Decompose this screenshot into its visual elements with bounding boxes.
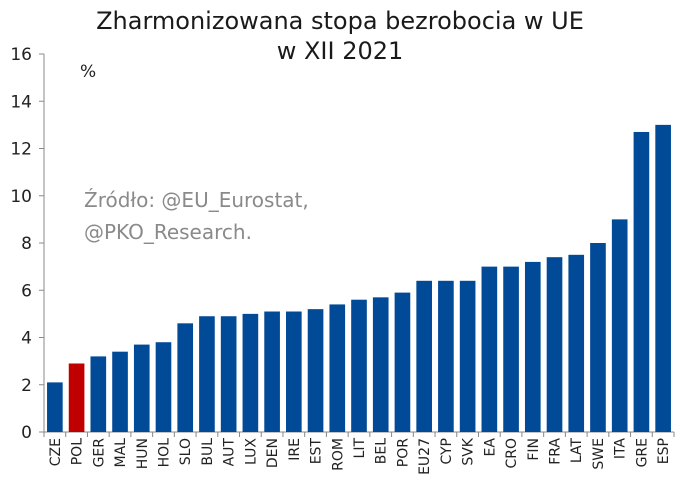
bar-cyp	[438, 280, 454, 432]
bar-bul	[199, 316, 215, 432]
unit-label: %	[80, 62, 97, 82]
x-tick-label: SVK	[461, 437, 477, 465]
bar-slo	[177, 323, 194, 432]
bar-lat	[568, 254, 585, 432]
x-tick-label: GER	[91, 438, 107, 468]
bar-pol	[68, 363, 85, 432]
bar-est	[307, 309, 324, 432]
bar-fra	[546, 257, 563, 432]
x-tick-label: IRE	[287, 438, 303, 461]
bar-aut	[220, 316, 237, 432]
x-tick-label: FIN	[526, 438, 542, 461]
bar-mal	[112, 351, 128, 432]
x-tick-label: LIT	[352, 438, 368, 459]
source-line-2: @PKO_Research.	[84, 220, 252, 244]
bar-por	[394, 292, 411, 432]
x-tick-label: SWE	[591, 438, 607, 470]
bar-den	[264, 311, 280, 432]
bar-hol	[155, 342, 172, 432]
y-tick-label: 2	[21, 376, 32, 396]
x-tick-label: BEL	[374, 438, 390, 464]
bar-swe	[590, 243, 606, 432]
x-tick-label: HOL	[156, 438, 172, 468]
x-tick-label: MAL	[113, 438, 129, 468]
bars	[47, 124, 671, 432]
bar-esp	[655, 124, 671, 432]
bar-cro	[503, 266, 519, 432]
y-tick-label: 14	[10, 92, 32, 112]
bar-lux	[242, 313, 259, 432]
y-tick-label: 10	[10, 187, 32, 207]
source-line-1: Źródło: @EU_Eurostat,	[84, 188, 309, 212]
chart-title-line-2: w XII 2021	[276, 37, 404, 65]
bar-fin	[524, 261, 541, 432]
x-axis: CZE POL GER MAL HUN HOL SLO BUL AUT LUX DEN IRE EST R…	[43, 431, 675, 475]
bar-ger	[90, 356, 107, 432]
y-tick-label: 12	[10, 140, 32, 160]
bar-svk	[459, 280, 476, 432]
bar-hun	[133, 344, 150, 432]
x-tick-label: EU27	[417, 438, 433, 475]
bar-cze	[47, 382, 63, 432]
bar-eu27	[416, 280, 432, 432]
bar-bel	[372, 297, 389, 432]
x-tick-label: BUL	[200, 438, 216, 466]
y-tick-label: 8	[21, 234, 32, 254]
x-tick-label: LUX	[243, 438, 259, 465]
y-tick-label: 0	[21, 423, 32, 443]
x-tick-label: ROM	[330, 438, 346, 471]
y-tick-label: 16	[10, 45, 32, 65]
x-tick-label: POL	[70, 438, 86, 465]
x-tick-label: POR	[395, 438, 411, 467]
x-tick-label: HUN	[135, 438, 151, 469]
bar-ea	[481, 266, 498, 432]
bar-ita	[611, 219, 628, 432]
x-tick-label: LAT	[569, 438, 585, 464]
y-tick-label: 4	[21, 329, 32, 349]
x-tick-label: GRE	[634, 438, 650, 467]
x-tick-label: FRA	[548, 438, 564, 465]
bar-ire	[286, 311, 302, 432]
chart-title-line-1: Zharmonizowana stopa bezrobocia w UE	[96, 7, 584, 35]
x-tick-label: EST	[309, 438, 325, 465]
y-tick-label: 6	[21, 281, 32, 301]
x-tick-label: EA	[482, 438, 498, 457]
x-tick-label: CZE	[48, 438, 64, 466]
y-axis: 0 2 4 6 8 10 12 14 16	[10, 45, 45, 443]
x-tick-label: DEN	[265, 438, 281, 468]
x-tick-label: CRO	[504, 438, 520, 469]
bar-gre	[633, 131, 650, 432]
bar-rom	[329, 304, 346, 432]
x-tick-label: CYP	[439, 438, 455, 465]
x-tick-label: SLO	[178, 438, 194, 465]
bar-lit	[351, 299, 367, 432]
x-tick-label: AUT	[222, 438, 238, 467]
x-tick-label: ESP	[656, 438, 672, 464]
x-tick-label: ITA	[613, 438, 629, 460]
